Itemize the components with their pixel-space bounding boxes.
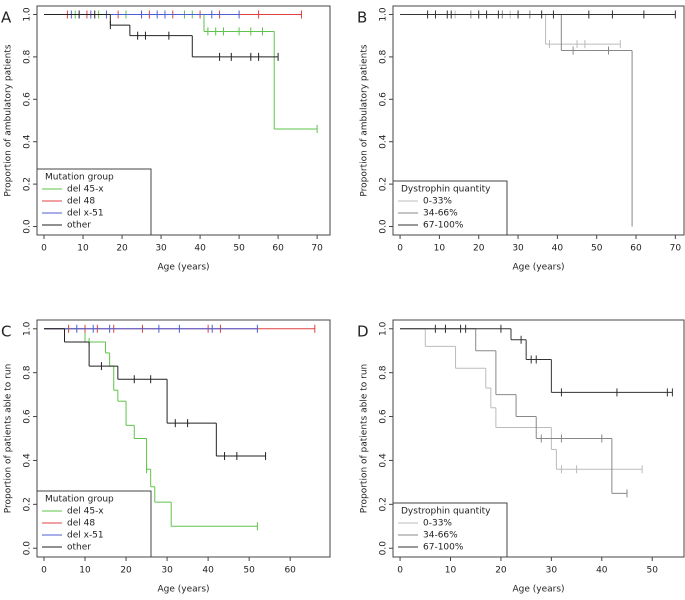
y-axis-label: Proportion of patients able to run	[4, 364, 14, 514]
x-tick-label: 20	[495, 566, 507, 576]
x-tick-label: 20	[120, 566, 132, 576]
x-tick-label: 10	[77, 244, 89, 254]
legend-box	[392, 502, 508, 558]
legend-label: 67-100%	[423, 543, 464, 553]
x-axis-label: Age (years)	[512, 585, 564, 595]
y-tick-label: 1.0	[379, 7, 389, 22]
x-tick-label: 30	[512, 244, 524, 254]
x-tick-label: 50	[243, 566, 255, 576]
x-tick-label: 50	[233, 244, 245, 254]
x-tick-label: 20	[473, 244, 485, 254]
plot-frame	[392, 319, 685, 558]
legend-box	[392, 180, 508, 236]
legend-title: Dystrophin quantity	[401, 185, 491, 195]
y-tick-label: 0.6	[23, 409, 33, 424]
x-tick-label: 70	[670, 244, 682, 254]
legend-label: del 48	[67, 519, 95, 529]
x-axis-label: Age (years)	[512, 263, 564, 273]
y-tick-label: 0.8	[379, 365, 389, 380]
legend-label: other	[67, 543, 91, 553]
y-tick-label: 0.2	[23, 177, 33, 191]
x-tick-label: 10	[434, 244, 446, 254]
plot-frame	[392, 5, 685, 236]
x-tick-label: 40	[552, 244, 564, 254]
y-tick-label: 0.0	[379, 541, 389, 556]
legend-label: del 45-x	[67, 507, 104, 517]
x-tick-label: 60	[630, 244, 642, 254]
y-tick-label: 1.0	[379, 321, 389, 336]
legend-title: Dystrophin quantity	[401, 507, 491, 517]
y-tick-label: 0.6	[23, 92, 33, 107]
y-tick-label: 0.0	[23, 541, 33, 556]
x-tick-label: 0	[41, 244, 47, 254]
x-tick-label: 10	[79, 566, 91, 576]
x-tick-label: 60	[284, 566, 296, 576]
legend-label: 0-33%	[423, 519, 452, 529]
y-tick-label: 0.2	[379, 497, 389, 511]
y-tick-label: 0.6	[379, 92, 389, 107]
x-tick-label: 20	[116, 244, 128, 254]
plot-frame	[36, 319, 331, 558]
x-tick-label: 60	[272, 244, 284, 254]
y-tick-label: 0.4	[23, 134, 33, 149]
y-tick-label: 0.6	[379, 409, 389, 424]
y-tick-label: 0.8	[23, 365, 33, 380]
y-tick-label: 0.8	[23, 49, 33, 64]
legend-label: 34-66%	[423, 531, 458, 541]
legend-label: del x-51	[67, 209, 104, 219]
y-tick-label: 1.0	[23, 321, 33, 336]
legend-box	[36, 168, 152, 236]
legend-label: 67-100%	[423, 221, 464, 231]
panel-letter: A	[1, 9, 12, 27]
x-tick-label: 30	[155, 244, 167, 254]
y-tick-label: 0.2	[23, 497, 33, 511]
x-tick-label: 50	[647, 566, 659, 576]
x-tick-label: 40	[596, 566, 608, 576]
panel-letter: D	[357, 323, 369, 341]
legend-title: Mutation group	[45, 173, 114, 183]
y-axis-label: Proportion of ambulatory patients	[4, 44, 14, 196]
legend-label: other	[67, 221, 91, 231]
y-axis-label: Proportion of ambulatory patients	[360, 44, 370, 196]
x-tick-label: 70	[311, 244, 323, 254]
x-tick-label: 40	[194, 244, 206, 254]
legend-label: 34-66%	[423, 209, 458, 219]
y-tick-label: 0.4	[379, 134, 389, 149]
y-tick-label: 0.0	[379, 219, 389, 234]
y-tick-label: 0.4	[23, 453, 33, 468]
legend-label: del 48	[67, 197, 95, 207]
x-tick-label: 50	[591, 244, 603, 254]
legend-label: 0-33%	[423, 197, 452, 207]
x-tick-label: 0	[397, 244, 403, 254]
x-axis-label: Age (years)	[157, 263, 209, 273]
y-tick-label: 0.4	[379, 453, 389, 468]
y-tick-label: 1.0	[23, 7, 33, 22]
y-tick-label: 0.0	[23, 219, 33, 234]
x-tick-label: 40	[202, 566, 214, 576]
x-tick-label: 10	[445, 566, 457, 576]
y-tick-label: 0.8	[379, 49, 389, 64]
legend-title: Mutation group	[45, 495, 114, 505]
panel-letter: B	[357, 9, 367, 27]
plot-frame	[36, 5, 331, 236]
x-tick-label: 30	[161, 566, 173, 576]
legend-label: del x-51	[67, 531, 104, 541]
x-tick-label: 30	[546, 566, 558, 576]
panel-letter: C	[1, 323, 11, 341]
y-axis-label: Proportion of patients able to run	[360, 364, 370, 514]
x-axis-label: Age (years)	[157, 585, 209, 595]
legend-box	[36, 490, 152, 558]
legend-label: del 45-x	[67, 185, 104, 195]
y-tick-label: 0.2	[379, 177, 389, 191]
x-tick-label: 0	[41, 566, 47, 576]
x-tick-label: 0	[397, 566, 403, 576]
